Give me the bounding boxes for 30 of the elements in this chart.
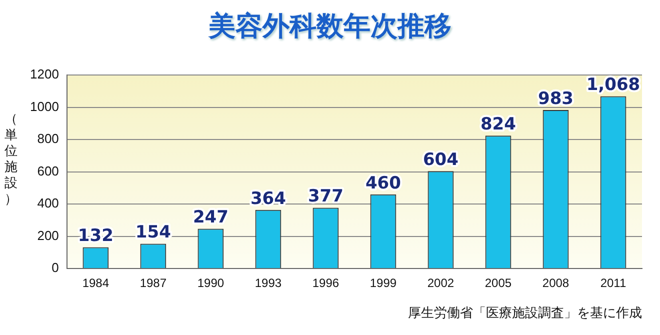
y-tick-label: 600: [37, 163, 59, 178]
x-tick-label: 2002: [427, 276, 454, 290]
data-label: 377: [308, 186, 344, 207]
data-label: 1,068: [586, 75, 640, 96]
y-axis-title: （単位施設）: [4, 112, 18, 208]
data-label: 364: [250, 188, 286, 209]
y-tick-label: 400: [37, 196, 59, 211]
data-label: 983: [538, 88, 574, 109]
x-tick-label: 1993: [254, 276, 282, 290]
y-tick-label: 0: [52, 260, 59, 276]
data-label: 132: [78, 226, 114, 246]
x-tick-label: 1999: [370, 276, 397, 290]
data-label: 154: [135, 222, 172, 243]
x-tick-label: 1984: [82, 276, 110, 290]
y-tick-label: 1200: [30, 66, 59, 82]
x-tick-label: 2005: [484, 276, 512, 290]
y-tick-label: 1000: [30, 98, 59, 114]
text: 厚生労働省「医療施設調査」を基に作成: [408, 305, 642, 322]
x-tick-label: 1996: [312, 276, 340, 290]
x-tick-label: 2008: [542, 276, 570, 290]
x-tick-label: 1990: [197, 276, 224, 290]
data-label: 824: [480, 114, 516, 135]
data-label: 460: [365, 173, 402, 194]
y-tick-label: 200: [37, 228, 59, 243]
data-label: 604: [422, 150, 459, 170]
y-tick-label: 800: [37, 131, 59, 146]
x-tick-label: 2011: [600, 276, 626, 290]
chart-title: 美容外科数年次推移: [207, 10, 452, 44]
x-tick-label: 1987: [140, 276, 167, 290]
data-label: 247: [192, 208, 228, 228]
